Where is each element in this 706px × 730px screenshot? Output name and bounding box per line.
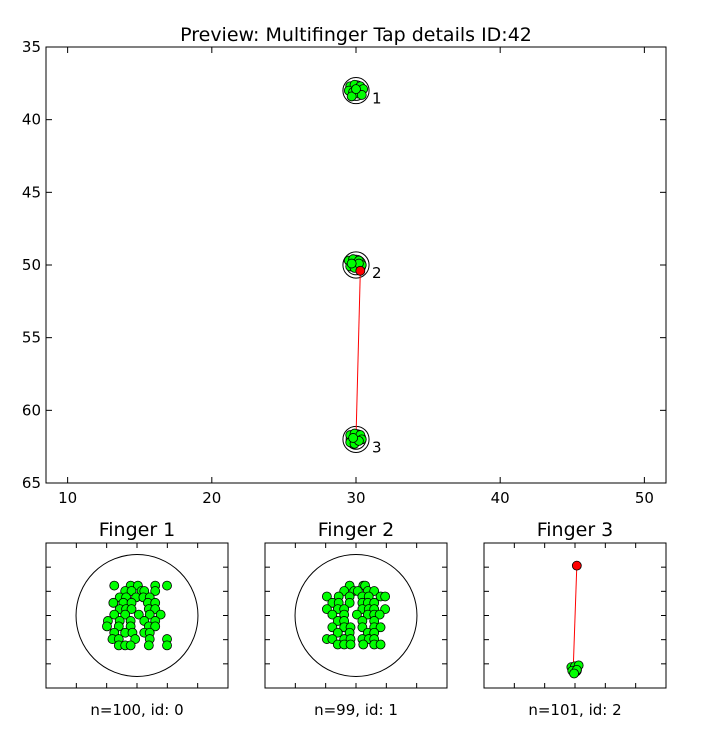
finger-1-title: Finger 1 [99,519,176,541]
touch-point [352,609,362,620]
y-tick-label: 40 [22,111,41,129]
touch-point [125,640,136,651]
touch-point [144,609,155,620]
path-line [355,270,361,438]
touch-point [150,621,161,632]
y-tick-label: 35 [22,38,41,56]
finger-circle [342,251,370,279]
touch-point [346,258,357,269]
touch-point [102,621,112,632]
finger-circle [75,554,199,677]
finger-label: 2 [372,264,382,282]
touch-point [143,640,154,651]
y-tick-label: 55 [22,329,41,347]
finger-1-chart: Finger 1 n=100, id: 0 [45,519,229,719]
touch-point [150,586,161,596]
finger-3-chart: Finger 3 n=101, id: 2 [483,519,667,719]
x-tick-label: 20 [202,489,221,507]
x-tick-label: 50 [635,489,654,507]
touch-point [162,580,172,591]
y-tick-label: 60 [22,401,41,419]
touch-point [346,91,357,102]
touch-point [109,609,120,620]
touch-point [344,597,355,608]
finger-label: 3 [372,438,382,456]
touch-point [327,609,338,620]
touch-point [569,668,579,679]
touch-point [332,627,343,638]
finger-3-caption: n=101, id: 2 [528,701,621,719]
touch-point [345,639,356,650]
touch-point [126,604,137,615]
y-tick-label: 65 [22,474,41,492]
main-x-ticks: 10 20 30 40 50 [58,47,654,507]
touch-point [120,609,131,620]
main-y-ticks: 35 40 45 50 55 60 65 [22,38,666,492]
finger-3-marks [484,543,666,688]
finger-2-caption: n=99, id: 1 [314,701,398,719]
path-line [572,565,578,670]
x-tick-label: 40 [491,489,510,507]
main-chart: Preview: Multifinger Tap details ID:42 1… [22,24,667,507]
touch-point [321,591,332,602]
touch-point [155,609,166,620]
start-point [571,560,582,571]
finger-circle [294,554,418,677]
touch-point [375,622,386,633]
finger-2-marks [265,543,447,688]
touch-point [109,580,120,591]
main-marks: 1 2 3 [342,77,382,456]
x-tick-label: 30 [346,489,365,507]
finger-3-title: Finger 3 [537,519,614,541]
main-chart-title: Preview: Multifinger Tap details ID:42 [180,24,532,46]
finger-circle [342,77,370,105]
y-tick-label: 50 [22,256,41,274]
touch-point [356,90,367,100]
finger-2-chart: Finger 2 n=99, id: 1 [264,519,448,719]
finger-1-caption: n=100, id: 0 [90,701,183,719]
start-point [355,265,366,276]
touch-point [358,639,369,650]
touch-point [380,591,391,602]
touch-point [375,639,386,650]
touch-point [374,609,385,620]
finger-1-marks [46,543,228,688]
touch-point [108,597,119,608]
finger-label: 1 [372,90,382,108]
touch-point [351,84,361,95]
finger-2-title: Finger 2 [318,519,395,541]
touch-point [133,609,144,620]
y-tick-label: 45 [22,183,41,201]
touch-point [348,433,359,443]
x-tick-label: 10 [58,489,77,507]
touch-point [162,640,172,651]
